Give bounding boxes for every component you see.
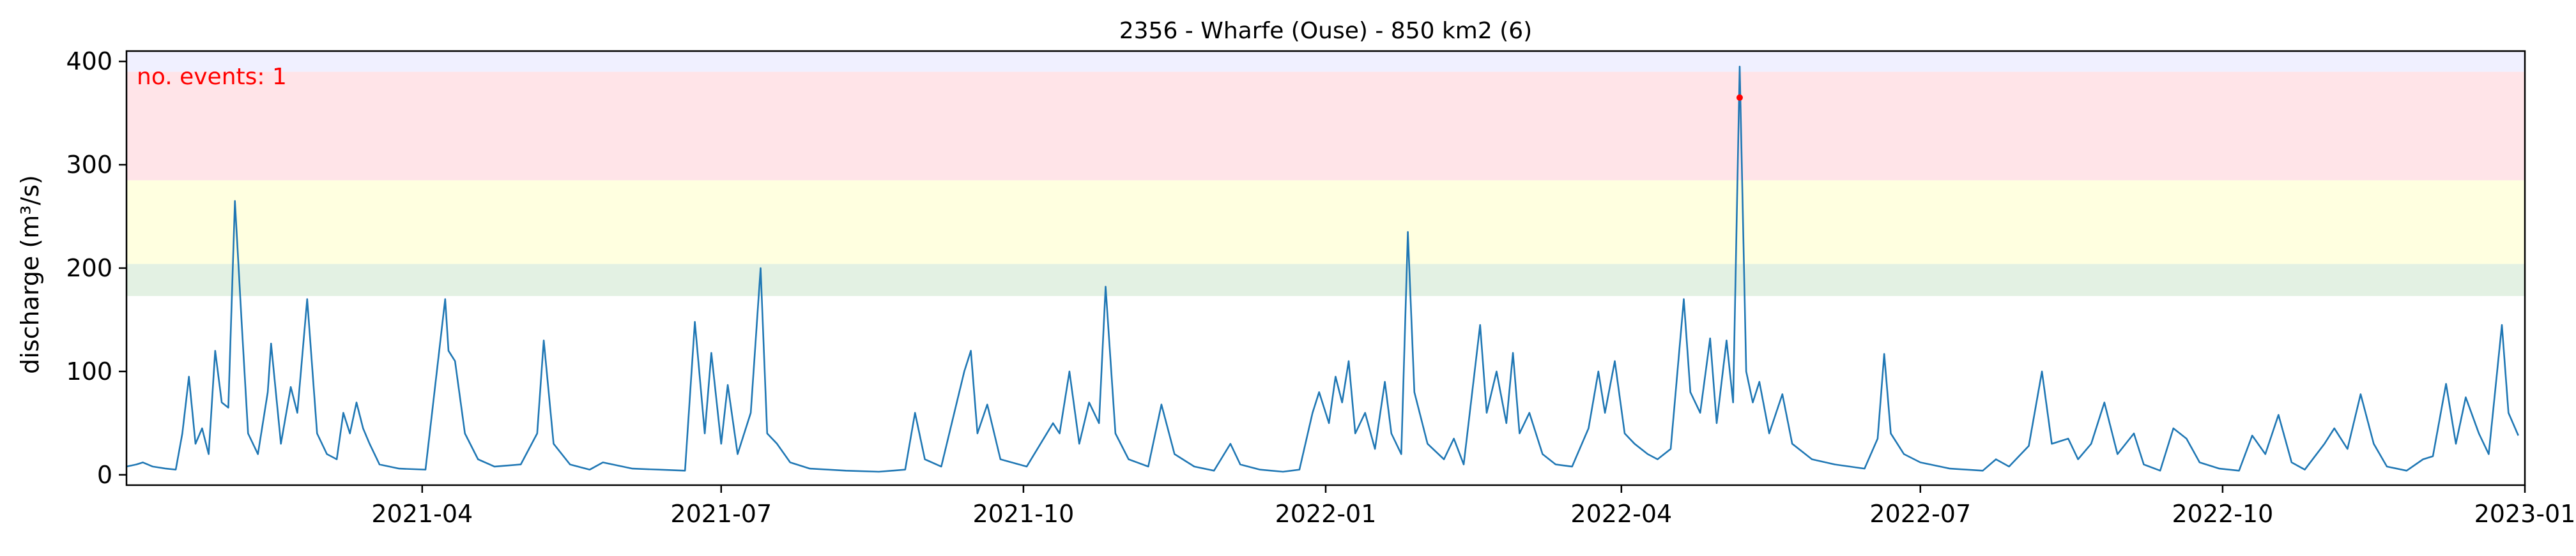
x-tick-label: 2022-01 [1275,500,1377,528]
x-tick-label: 2022-07 [1869,500,1971,528]
flood-event-marker [1736,94,1743,101]
x-tick-label: 2021-07 [670,500,772,528]
event-count-annotation: no. events: 1 [137,64,287,90]
y-tick-label: 200 [66,254,112,282]
x-tick-label: 2021-04 [371,500,473,528]
y-tick-label: 100 [66,357,112,386]
y-tick-label: 300 [66,151,112,179]
y-tick-label: 400 [66,47,112,75]
threshold-bands [126,51,2525,296]
x-tick-label: 2022-04 [1570,500,1672,528]
x-tick-label: 2023-01 [2474,500,2576,528]
threshold-band-1 [126,180,2525,264]
y-axis-label: discharge (m³/s) [16,175,44,374]
x-tick-label: 2021-10 [973,500,1075,528]
y-axis: 0 100 200 300 400 [66,47,126,489]
threshold-band-3 [126,51,2525,72]
chart-title: 2356 - Wharfe (Ouse) - 850 km2 (6) [1119,18,1532,44]
threshold-band-0 [126,264,2525,296]
x-tick-label: 2022-10 [2172,500,2274,528]
y-tick-label: 0 [97,461,112,489]
threshold-band-2 [126,71,2525,181]
discharge-series-line [126,66,2519,473]
x-axis: 2021-04 2021-07 2021-10 2022-01 2022-04 2022-… [371,485,2575,528]
